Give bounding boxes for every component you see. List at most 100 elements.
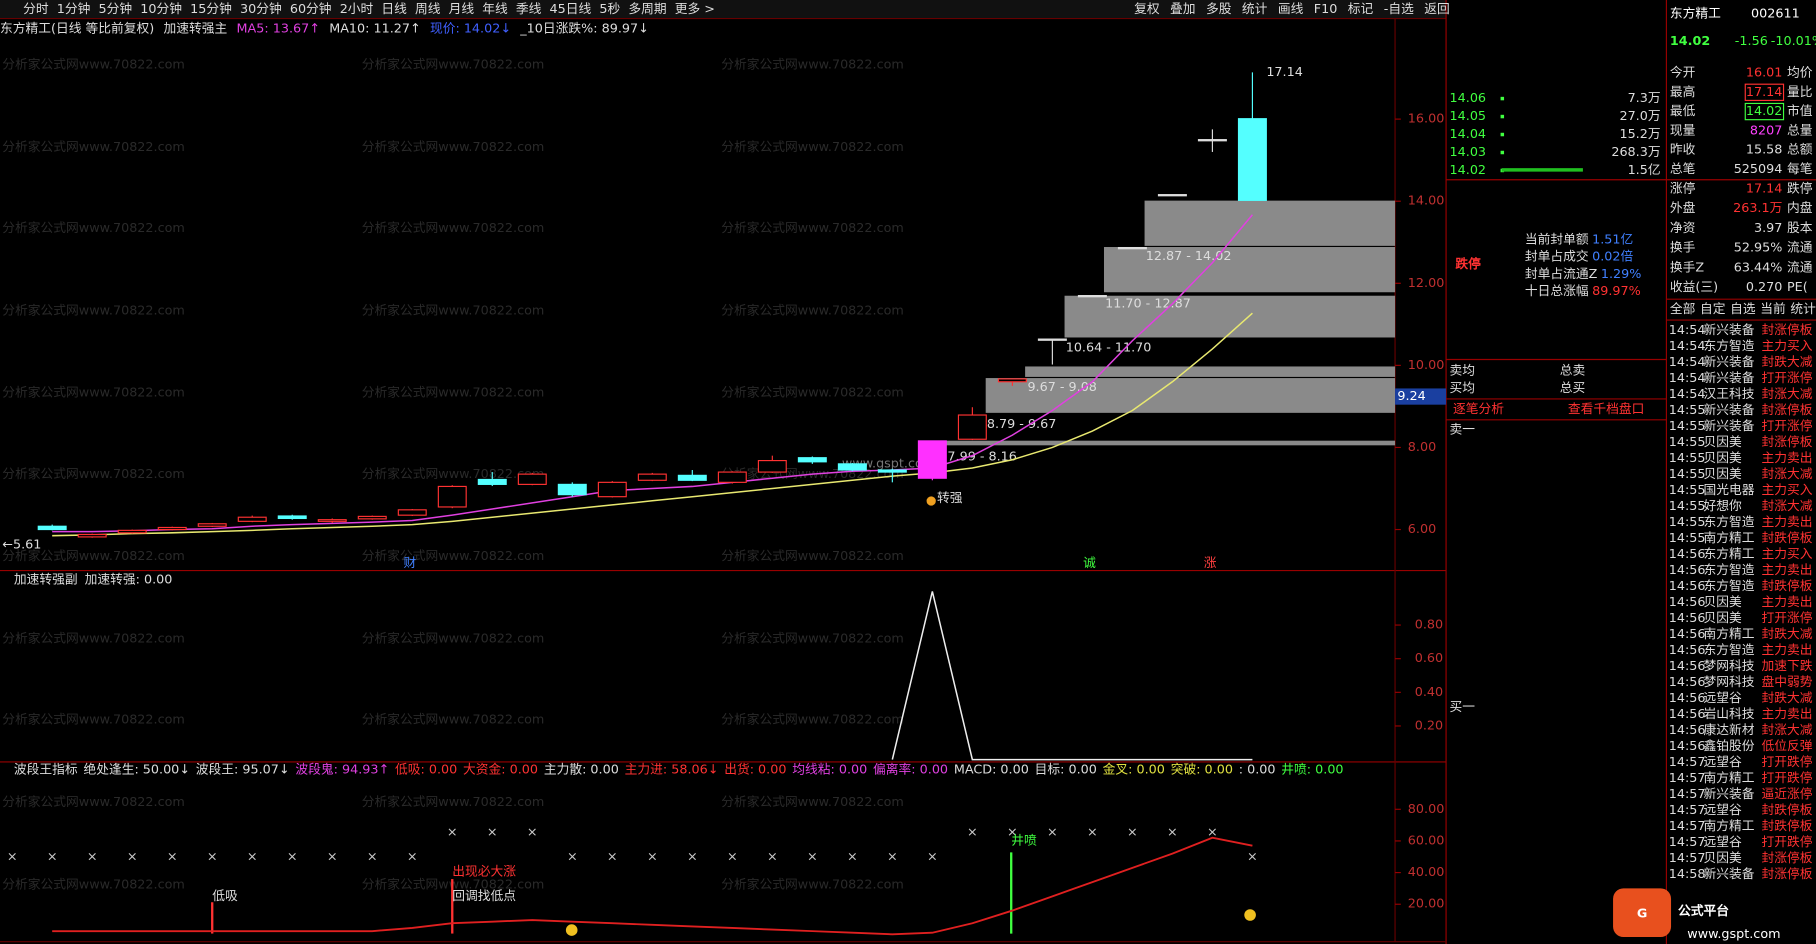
tick-time: 14:57 [1669,771,1706,786]
period-tab[interactable]: 周线 [415,2,441,17]
tick-time: 14:56 [1669,707,1706,722]
tick-signal: 主力卖出 [1761,451,1812,466]
period-tab[interactable]: 5分钟 [99,1,133,17]
period-tab[interactable]: 5秒 [599,2,620,17]
candle-body [197,523,227,527]
sub2-header: 绝处逢生: 50.00↓ [83,762,190,778]
sub2-header: 主力进: 58.06↓ [625,763,719,778]
tab[interactable]: 自选 [1730,302,1756,317]
toolbar-button[interactable]: 标记 [1348,2,1374,17]
signal-marker: × [487,825,498,840]
toolbar-button[interactable]: -自选 [1384,2,1414,17]
candle-body [1157,194,1187,197]
period-tab[interactable]: 15分钟 [190,1,232,17]
tick-signal: 封跌停板 [1761,818,1812,834]
tick-stock: 东方精工 [1704,546,1755,562]
toolbar-button[interactable]: 统计 [1242,2,1268,17]
sub2-header: : 0.00 [1239,763,1276,778]
period-tab[interactable]: 2小时 [340,2,374,17]
tab[interactable]: 统计 [1790,302,1816,317]
tick-stock: 远望谷 [1704,802,1742,818]
toolbar-button[interactable]: 复权 [1134,1,1160,17]
toolbar-button[interactable]: 画线 [1278,2,1304,17]
tick-signal: 主力卖出 [1761,595,1812,610]
watermark: 分析家公式网www.70822.com [362,712,545,728]
tab[interactable]: 当前 [1760,301,1786,317]
info-value: 0.02倍 [1592,250,1633,265]
tick-time: 14:56 [1669,611,1706,626]
link[interactable]: 逐笔分析 [1453,401,1504,417]
info-label: 当前封单额 [1525,232,1589,248]
signal-marker: × [47,850,58,865]
tick-stock: 东方智造 [1704,578,1755,594]
tick-stock: 南方精工 [1704,626,1755,642]
tab[interactable]: 全部 [1670,301,1696,317]
range-label: 10.64 - 11.70 [1066,340,1152,355]
toolbar-button[interactable]: 返回 [1424,2,1449,17]
link[interactable]: 查看千档盘口 [1568,401,1644,417]
period-tab[interactable]: 30分钟 [240,1,282,17]
period-tab[interactable]: 更多 > [675,2,715,17]
candle-body [317,519,347,522]
period-tab[interactable]: 分时 [23,2,49,17]
ob-volume: 268.3万 [1611,145,1660,160]
period-tab[interactable]: 日线 [381,2,407,17]
range-label: 12.87 - 14.02 [1146,249,1232,264]
period-tab[interactable]: 1分钟 [57,1,91,17]
watermark: 分析家公式网www.70822.com [721,548,904,564]
ob-dot [1500,96,1505,101]
signal-marker: × [567,850,578,865]
quote-label: 股本 [1787,221,1813,236]
candle-body [1237,118,1267,201]
period-tab[interactable]: 多周期 [628,2,666,17]
quote-value: 14.02 [1746,104,1783,119]
tick-time: 14:55 [1669,435,1706,450]
tick-signal: 封涨停板 [1761,402,1812,418]
tick-time: 14:54 [1669,323,1706,338]
watermark: 分析家公式网www.70822.com [362,630,545,646]
period-tab[interactable]: 45日线 [550,2,592,17]
main-header: MA10: 11.27↑ [329,21,420,36]
tick-signal: 逼近涨停 [1761,786,1812,802]
period-tab[interactable]: 季线 [516,2,542,17]
signal-marker: × [167,850,178,865]
quote-label: 现量 [1670,123,1696,138]
tick-signal: 主力买入 [1761,547,1812,562]
toolbar-button[interactable]: 多股 [1206,2,1232,17]
ob-price: 14.05 [1450,109,1487,124]
tick-stock: 南方精工 [1704,530,1755,546]
quote-label: 量比 [1787,85,1813,100]
period-tab[interactable]: 月线 [449,2,475,17]
tick-time: 14:57 [1669,787,1706,802]
tick-stock: 贝因美 [1704,851,1742,866]
period-tab[interactable]: 年线 [482,2,508,17]
signal-marker: × [807,850,818,865]
tick-signal: 封涨大减 [1761,723,1812,738]
signal-marker: × [87,850,98,865]
summary-label: 总买 [1560,381,1585,396]
tick-time: 14:56 [1669,739,1706,754]
period-tab[interactable]: 60分钟 [290,1,332,17]
tick-stock: 梦网科技 [1704,659,1755,674]
buy-level: 买一 [1450,700,1476,715]
toolbar-button[interactable]: 叠加 [1170,2,1195,17]
tab[interactable]: 自定 [1700,302,1726,317]
period-tab[interactable]: 10分钟 [140,1,182,17]
watermark: 分析家公式网www.70822.com [721,56,904,72]
limit-status: 跌停 [1455,256,1481,272]
change: -1.56 [1735,34,1768,49]
tick-stock: 贝因美 [1704,451,1742,466]
quote-label: 流通 [1787,241,1813,256]
signal-marker: × [127,850,138,865]
candle-body [557,483,587,496]
tick-time: 14:55 [1669,419,1706,434]
toolbar-button[interactable]: F10 [1314,2,1338,17]
candle-body [37,525,67,531]
quote-label: 收益(三) [1670,280,1718,295]
y-tick-label: 80.00 [1408,802,1445,817]
range-label: 8.79 - 9.67 [987,417,1056,432]
tick-stock: 新兴装备 [1704,370,1755,386]
signal-marker: × [207,850,218,865]
watermark: 分析家公式网www.70822.com [362,302,545,318]
